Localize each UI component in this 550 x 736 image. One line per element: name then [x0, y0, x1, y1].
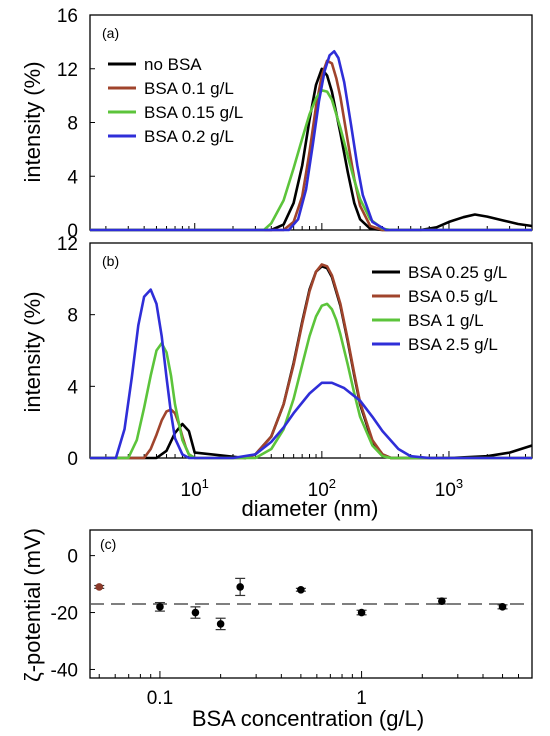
data-point	[357, 608, 366, 617]
legend-label: BSA 1 g/L	[408, 311, 484, 330]
panel-b-y-ticks: 0 4 8 12	[57, 234, 95, 470]
panel-a-legend: no BSA BSA 0.1 g/L BSA 0.15 g/L BSA 0.2 g/L	[108, 55, 243, 146]
panel-b: (b) intensity (%) diameter (nm) 0 4 8 12 10…	[20, 234, 533, 521]
y-tick-label: -20	[51, 604, 78, 625]
data-point	[156, 603, 164, 611]
y-tick-label: 0	[67, 547, 78, 568]
y-tick-label: 4	[67, 167, 78, 188]
data-point	[236, 583, 244, 591]
y-tick-label: 8	[67, 114, 78, 135]
data-point	[438, 597, 446, 605]
panel-c-label: (c)	[100, 536, 116, 552]
panel-a-ylabel: intensity (%)	[20, 61, 45, 182]
panel-c: (c) ζ-potential (mV) BSA concentration (…	[20, 528, 533, 731]
y-tick-label: -40	[51, 660, 78, 681]
y-tick-label: 4	[67, 377, 78, 398]
panel-a-series	[90, 50, 533, 232]
x-tick-label: 0.1	[147, 688, 173, 709]
series-line-1	[90, 67, 533, 232]
y-tick-label: 16	[57, 6, 78, 27]
series-line-2	[90, 263, 532, 460]
legend-label: BSA 0.2 g/L	[144, 127, 234, 146]
panel-c-y-ticks: 0 -20 -40	[51, 547, 95, 681]
data-point	[191, 608, 200, 617]
data-point	[498, 603, 507, 611]
legend-label: no BSA	[144, 55, 202, 74]
x-tick-label: 101	[181, 476, 209, 501]
panel-b-legend: BSA 0.25 g/L BSA 0.5 g/L BSA 1 g/L BSA 2.5 …	[372, 263, 507, 354]
panel-b-label: (b)	[102, 253, 119, 269]
x-tick-label: 103	[435, 476, 463, 501]
panel-a-frame	[89, 14, 533, 231]
panel-c-x-ticks: 0.1 1	[98, 671, 533, 709]
y-tick-label: 12	[57, 60, 78, 81]
panel-c-ylabel: ζ-potential (mV)	[20, 528, 45, 682]
y-tick-label: 0	[67, 449, 78, 470]
legend-label: BSA 0.1 g/L	[144, 79, 234, 98]
data-point	[297, 585, 305, 594]
panel-c-points	[94, 577, 508, 631]
panel-b-xlabel: diameter (nm)	[242, 496, 379, 521]
legend-label: BSA 2.5 g/L	[408, 335, 498, 354]
panel-a: (a) intensity (%) 0 4 8 12 16 no BSA BSA 0.1 …	[20, 6, 533, 242]
legend-label: BSA 0.5 g/L	[408, 287, 498, 306]
panel-b-ylabel: intensity (%)	[20, 291, 45, 412]
x-tick-label: 1	[356, 688, 367, 709]
series-line-4	[90, 288, 532, 460]
y-tick-label: 8	[67, 306, 78, 327]
series-line-3	[90, 302, 532, 460]
y-tick-label: 0	[67, 221, 78, 242]
y-tick-label: 12	[57, 234, 78, 255]
data-point	[95, 583, 104, 591]
series-line-2	[90, 59, 532, 232]
panel-b-frame	[89, 242, 533, 459]
data-point	[216, 620, 225, 628]
panel-b-series	[90, 263, 533, 460]
panel-c-xlabel: BSA concentration (g/L)	[192, 706, 424, 731]
legend-label: BSA 0.15 g/L	[144, 103, 243, 122]
panel-a-label: (a)	[102, 25, 119, 41]
legend-label: BSA 0.25 g/L	[408, 263, 507, 282]
series-line-4	[90, 50, 532, 232]
